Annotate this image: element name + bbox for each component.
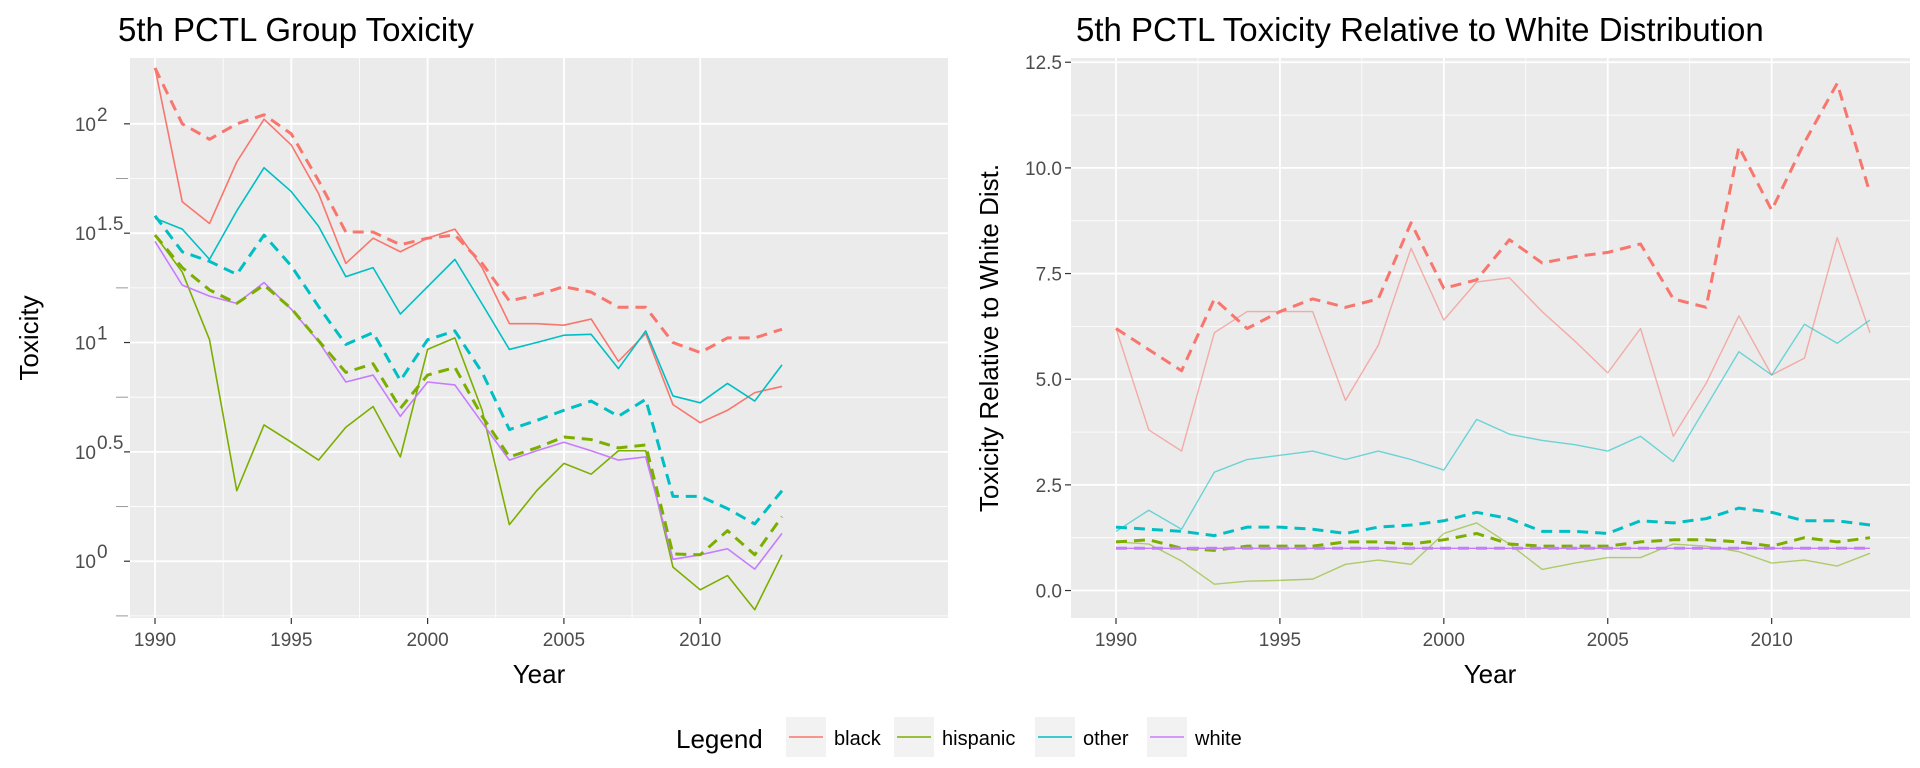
- series-line-other-dashed: [153, 214, 784, 526]
- legend-items: black hispanic other white: [786, 717, 1242, 757]
- series-line-hispanic-solid: [154, 234, 783, 611]
- legend-label-other: other: [1083, 728, 1129, 750]
- chart-1-x-tick-label: 1990: [134, 630, 176, 651]
- chart-2-x-axis-label: Year: [1464, 659, 1517, 689]
- series-line-black-dashed: [153, 67, 783, 355]
- chart-2-y-ticks: 0.0 2.5 5.0 7.5 10.0 12.5: [1025, 53, 1071, 603]
- chart-1: 5th PCTL Group Toxicity 10 010 0.510 110 1.5…: [14, 11, 948, 689]
- chart-1-series: [153, 67, 784, 611]
- chart-2-x-tick-label: 2000: [1423, 630, 1465, 651]
- chart-1-y-tick-label: 10: [75, 334, 96, 355]
- chart-2-panel: [1071, 58, 1910, 618]
- series-line-other-solid: [1115, 319, 1871, 532]
- chart-1-x-ticks: 1990 1995 2000 2005 2010: [134, 618, 721, 651]
- chart-2-y-tick-label: 7.5: [1036, 265, 1062, 286]
- chart-1-y-tick-label: 10: [75, 443, 96, 464]
- chart-2-x-tick-label: 1995: [1259, 630, 1301, 651]
- chart-1-x-axis-label: Year: [513, 659, 566, 689]
- chart-2-x-tick-label: 1990: [1095, 630, 1137, 651]
- series-line-black-solid: [154, 67, 783, 424]
- chart-2-grid: [1071, 58, 1910, 618]
- chart-2-y-tick-label: 2.5: [1036, 476, 1062, 497]
- chart-2-y-axis-label: Toxicity Relative to White Dist.: [974, 164, 1004, 512]
- chart-1-title: 5th PCTL Group Toxicity: [118, 11, 474, 48]
- legend-label-hispanic: hispanic: [942, 728, 1015, 750]
- series-line-hispanic-dashed: [1115, 531, 1871, 552]
- chart-1-y-tick-exponent: 0.5: [97, 433, 123, 454]
- chart-2-y-tick-label: 0.0: [1036, 582, 1062, 603]
- legend-label-black: black: [834, 728, 882, 750]
- chart-2-x-tick-label: 2005: [1587, 630, 1629, 651]
- chart-1-x-tick-label: 2000: [406, 630, 448, 651]
- chart-1-y-tick-label: 10: [75, 115, 96, 136]
- chart-1-y-tick-exponent: 0: [97, 542, 108, 563]
- chart-2-y-tick-label: 5.0: [1036, 370, 1062, 391]
- chart-2: 5th PCTL Toxicity Relative to White Dist…: [974, 11, 1910, 689]
- chart-2-x-ticks: 1990 1995 2000 2005 2010: [1095, 618, 1793, 651]
- chart-1-y-tick-exponent: 1.5: [97, 214, 123, 235]
- chart-1-y-tick-label: 10: [75, 552, 96, 573]
- series-line-hispanic-dashed: [153, 234, 784, 557]
- chart-1-x-tick-label: 2010: [679, 630, 721, 651]
- series-line-black-solid: [1115, 236, 1871, 452]
- chart-1-y-ticks: 10 010 0.510 110 1.510 2: [75, 105, 130, 617]
- legend-title: Legend: [676, 724, 763, 754]
- chart-1-panel: [130, 58, 948, 618]
- series-line-other-dashed: [1115, 506, 1871, 538]
- chart-2-y-tick-label: 10.0: [1025, 159, 1062, 180]
- chart-1-x-tick-label: 2005: [543, 630, 585, 651]
- series-line-black-dashed: [1115, 81, 1872, 373]
- legend: Legend black hispanic other white: [676, 717, 1242, 757]
- chart-2-y-tick-label: 12.5: [1025, 53, 1062, 74]
- chart-1-y-axis-label: Toxicity: [14, 295, 44, 380]
- chart-1-y-tick-exponent: 2: [97, 105, 108, 126]
- chart-2-series: [1115, 81, 1872, 585]
- series-line-hispanic-solid: [1115, 522, 1871, 585]
- chart-2-title: 5th PCTL Toxicity Relative to White Dist…: [1076, 11, 1764, 48]
- chart-1-x-tick-label: 1995: [270, 630, 312, 651]
- chart-1-grid: [130, 58, 948, 618]
- chart-1-y-tick-exponent: 1: [97, 324, 108, 345]
- legend-label-white: white: [1194, 728, 1242, 750]
- series-line-white-solid: [154, 240, 783, 570]
- chart-2-x-tick-label: 2010: [1751, 630, 1793, 651]
- series-line-other-solid: [154, 166, 783, 404]
- chart-1-y-tick-label: 10: [75, 224, 96, 245]
